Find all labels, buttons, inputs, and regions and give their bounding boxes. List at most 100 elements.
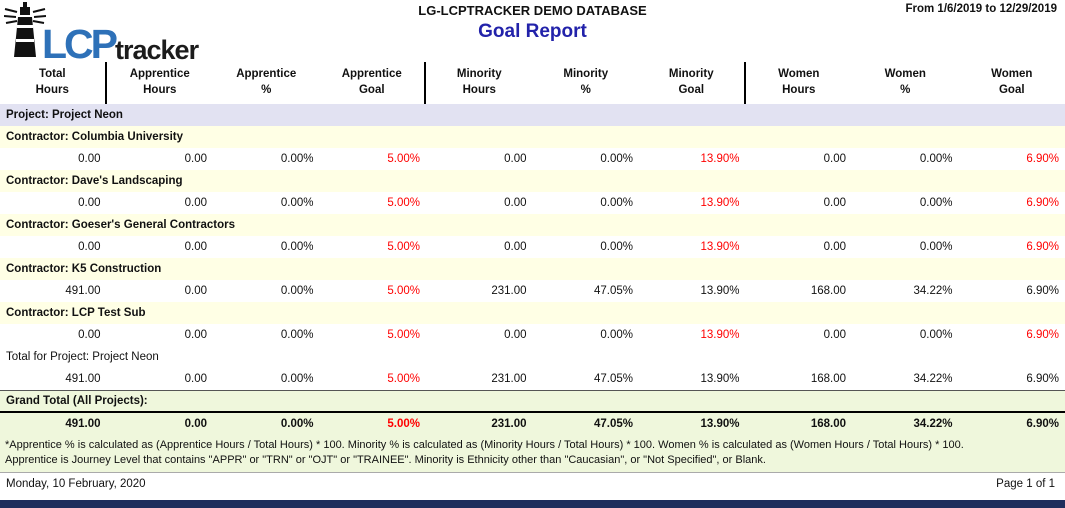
- row-label: Contractor: Columbia University: [6, 131, 183, 143]
- value-cell: 0.00%: [600, 241, 633, 253]
- contractor-row: Contractor: LCP Test Sub: [0, 302, 1065, 324]
- column-header-minority-pct: Minority%: [563, 68, 609, 96]
- data-row: 0.00 0.00 0.00% 5.00% 0.00 0.00% 13.90% 0.00 0.0…: [0, 236, 1065, 258]
- column-header-total-hours: Total Hours: [0, 62, 107, 104]
- value-cell: 13.90%: [700, 197, 740, 209]
- value-cell: 491.00: [65, 285, 101, 297]
- logo-text-tracker: tracker: [115, 34, 199, 65]
- data-row: 491.00 0.00 0.00% 5.00% 231.00 47.05% 13.90% 16…: [0, 280, 1065, 302]
- value-cell: 0.00: [823, 197, 846, 209]
- value-cell: 0.00: [504, 197, 527, 209]
- row-label: Contractor: Dave's Landscaping: [6, 175, 183, 187]
- column-header-women-goal: Women Goal: [991, 68, 1033, 96]
- value-cell: 0.00: [78, 241, 101, 253]
- footnote: *Apprentice % is calculated as (Apprenti…: [0, 435, 1065, 474]
- value-cell: 6.90%: [1026, 373, 1059, 385]
- data-row: 491.00 0.00 0.00% 5.00% 231.00 47.05% 13.90% 16…: [0, 368, 1065, 390]
- footer-bar: Monday, 10 February, 2020 Page 1 of 1: [0, 473, 1065, 495]
- value-cell: 5.00%: [387, 373, 420, 385]
- value-cell: 5.00%: [387, 153, 420, 165]
- lcptracker-logo: LCP tracker: [3, 1, 199, 68]
- value-cell: 231.00: [491, 373, 527, 385]
- value-cell: 0.00: [184, 153, 207, 165]
- value-cell: 0.00%: [919, 153, 953, 165]
- value-cell: 5.00%: [387, 241, 420, 253]
- value-cell: 34.22%: [913, 418, 953, 430]
- value-cell: 491.00: [65, 373, 101, 385]
- value-cell: 0.00%: [600, 197, 633, 209]
- value-cell: 168.00: [810, 285, 846, 297]
- report-titles: LG-LCPTRACKER DEMO DATABASE Goal Report: [0, 3, 1065, 43]
- row-label: Contractor: K5 Construction: [6, 263, 162, 275]
- value-cell: 0.00: [184, 373, 207, 385]
- value-cell: 0.00%: [280, 153, 314, 165]
- value-cell: 47.05%: [593, 418, 633, 430]
- value-cell: 0.00: [823, 241, 846, 253]
- value-cell: 0.00%: [280, 418, 314, 430]
- value-cell: 0.00%: [280, 241, 314, 253]
- value-cell: 5.00%: [387, 285, 420, 297]
- project-total-row: Total for Project: Project Neon: [0, 346, 1065, 368]
- column-header-apprentice-hours: Apprentice Hours: [129, 68, 190, 96]
- column-header-women-hours: Women Hours: [778, 68, 820, 96]
- value-cell: 0.00%: [600, 153, 633, 165]
- value-cell: 6.90%: [1026, 285, 1059, 297]
- contractor-row: Contractor: Dave's Landscaping: [0, 170, 1065, 192]
- value-cell: 0.00: [184, 241, 207, 253]
- value-cell: 168.00: [810, 418, 846, 430]
- value-cell: 0.00%: [919, 241, 953, 253]
- report-header: LCP tracker LG-LCPTRACKER DEMO DATABASE …: [0, 0, 1065, 68]
- project-row: Project: Project Neon: [0, 104, 1065, 126]
- value-cell: 231.00: [491, 285, 527, 297]
- row-label: Project: Project Neon: [6, 109, 123, 121]
- database-title: LG-LCPTRACKER DEMO DATABASE: [418, 3, 647, 18]
- value-cell: 5.00%: [387, 197, 420, 209]
- row-label: Grand Total (All Projects):: [6, 395, 148, 407]
- contractor-row: Contractor: K5 Construction: [0, 258, 1065, 280]
- column-header-apprentice-pct: Apprentice%: [236, 68, 297, 96]
- value-cell: 0.00%: [919, 329, 953, 341]
- value-cell: 0.00%: [280, 197, 314, 209]
- footnote-line-1: *Apprentice % is calculated as (Apprenti…: [5, 439, 964, 451]
- value-cell: 0.00: [823, 329, 846, 341]
- lighthouse-icon: [3, 1, 47, 64]
- row-label: Contractor: LCP Test Sub: [6, 307, 146, 319]
- value-cell: 0.00: [184, 329, 207, 341]
- report-rows: Project: Project Neon Contractor: Columbi…: [0, 104, 1065, 435]
- contractor-row: Contractor: Columbia University: [0, 126, 1065, 148]
- value-cell: 13.90%: [700, 153, 740, 165]
- value-cell: 0.00: [184, 418, 207, 430]
- logo-text-lcp: LCP: [42, 21, 118, 68]
- value-cell: 231.00: [491, 418, 527, 430]
- value-cell: 13.90%: [700, 329, 740, 341]
- value-cell: 13.90%: [700, 418, 740, 430]
- row-label: Total for Project: Project Neon: [6, 351, 159, 363]
- data-row: 0.00 0.00 0.00% 5.00% 0.00 0.00% 13.90% 0.00 0.0…: [0, 324, 1065, 346]
- value-cell: 168.00: [810, 373, 846, 385]
- value-cell: 0.00%: [600, 329, 633, 341]
- value-cell: 13.90%: [700, 285, 740, 297]
- value-cell: 34.22%: [913, 373, 953, 385]
- value-cell: 13.90%: [700, 241, 740, 253]
- value-cell: 5.00%: [387, 418, 420, 430]
- value-cell: 47.05%: [593, 285, 633, 297]
- grand-data-row: 491.00 0.00 0.00% 5.00% 231.00 47.05% 13.90% 16…: [0, 411, 1065, 435]
- column-header-women-pct: Women%: [884, 68, 926, 96]
- row-label: Contractor: Goeser's General Contractors: [6, 219, 235, 231]
- value-cell: 0.00%: [280, 373, 314, 385]
- column-header-minority-goal: Minority Goal: [639, 62, 746, 104]
- report-title: Goal Report: [478, 21, 587, 42]
- data-row: 0.00 0.00 0.00% 5.00% 0.00 0.00% 13.90% 0.00 0.0…: [0, 192, 1065, 214]
- value-cell: 6.90%: [1026, 418, 1059, 430]
- column-header-minority-hours: Minority Hours: [456, 68, 502, 96]
- value-cell: 34.22%: [913, 285, 953, 297]
- value-cell: 0.00: [504, 153, 527, 165]
- date-range: From 1/6/2019 to 12/29/2019: [905, 3, 1057, 15]
- page-number: Page 1 of 1: [996, 478, 1055, 491]
- value-cell: 6.90%: [1026, 329, 1059, 341]
- report-date: Monday, 10 February, 2020: [6, 478, 146, 491]
- footnote-line-2: Apprentice is Journey Level that contain…: [5, 453, 766, 466]
- value-cell: 491.00: [65, 418, 101, 430]
- value-cell: 0.00: [78, 197, 101, 209]
